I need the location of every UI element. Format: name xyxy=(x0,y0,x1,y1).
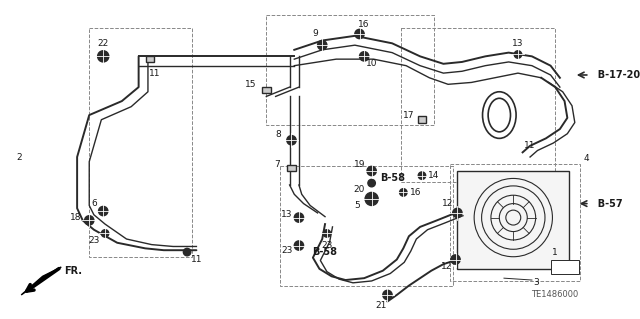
Bar xyxy=(450,165,580,281)
Text: 23: 23 xyxy=(88,236,100,245)
Text: 18: 18 xyxy=(70,213,81,222)
Text: 13: 13 xyxy=(281,210,292,219)
Circle shape xyxy=(383,290,392,300)
Text: B-58: B-58 xyxy=(312,247,337,257)
Text: 8: 8 xyxy=(276,130,282,139)
Polygon shape xyxy=(21,267,61,295)
Circle shape xyxy=(360,52,369,61)
Text: 10: 10 xyxy=(366,59,378,68)
Text: 12: 12 xyxy=(442,199,454,208)
Circle shape xyxy=(418,172,426,179)
Text: 17: 17 xyxy=(403,111,415,120)
Text: B-57: B-57 xyxy=(591,199,622,209)
Text: 15: 15 xyxy=(244,80,256,89)
Text: 23: 23 xyxy=(321,241,333,250)
Circle shape xyxy=(99,206,108,216)
Circle shape xyxy=(294,213,303,222)
Circle shape xyxy=(452,208,462,218)
Text: 6: 6 xyxy=(91,199,97,208)
Text: 4: 4 xyxy=(583,154,589,163)
Circle shape xyxy=(451,255,460,264)
Circle shape xyxy=(367,166,376,176)
Text: 19: 19 xyxy=(354,160,365,169)
Text: FR.: FR. xyxy=(64,266,82,276)
Bar xyxy=(89,28,192,257)
Text: 3: 3 xyxy=(534,278,540,287)
Circle shape xyxy=(184,248,191,256)
Circle shape xyxy=(399,189,407,196)
Text: 11: 11 xyxy=(148,69,160,78)
Bar xyxy=(550,260,579,273)
Circle shape xyxy=(98,51,109,62)
Text: 22: 22 xyxy=(97,39,109,48)
Text: B-58: B-58 xyxy=(380,173,404,182)
Circle shape xyxy=(101,230,109,237)
Circle shape xyxy=(287,136,296,145)
Circle shape xyxy=(84,216,94,225)
Text: 11: 11 xyxy=(191,255,202,264)
Text: 23: 23 xyxy=(281,246,292,255)
Bar xyxy=(146,56,154,63)
Text: 13: 13 xyxy=(512,39,524,48)
Text: B-17-20: B-17-20 xyxy=(591,70,640,80)
Circle shape xyxy=(317,41,327,50)
Text: 12: 12 xyxy=(440,263,452,271)
Text: TE1486000: TE1486000 xyxy=(531,290,579,299)
Text: 2: 2 xyxy=(17,152,22,161)
Bar xyxy=(401,28,556,182)
Text: 16: 16 xyxy=(358,20,370,29)
Text: 21: 21 xyxy=(375,301,387,310)
Bar xyxy=(262,87,271,93)
Text: 1: 1 xyxy=(552,248,558,256)
Circle shape xyxy=(323,230,331,237)
Bar xyxy=(287,165,296,171)
Bar xyxy=(418,116,426,123)
Text: 11: 11 xyxy=(524,141,536,150)
Bar xyxy=(458,171,569,269)
Bar xyxy=(266,15,434,125)
Text: 14: 14 xyxy=(428,171,440,180)
Text: 9: 9 xyxy=(313,29,319,39)
Circle shape xyxy=(514,51,522,58)
Circle shape xyxy=(368,179,375,187)
Circle shape xyxy=(365,192,378,205)
Bar xyxy=(280,166,452,286)
Circle shape xyxy=(355,29,364,39)
Text: 5: 5 xyxy=(355,201,360,210)
Text: 7: 7 xyxy=(275,160,280,169)
Text: 20: 20 xyxy=(354,185,365,194)
Circle shape xyxy=(294,241,303,250)
Text: 16: 16 xyxy=(410,188,421,197)
